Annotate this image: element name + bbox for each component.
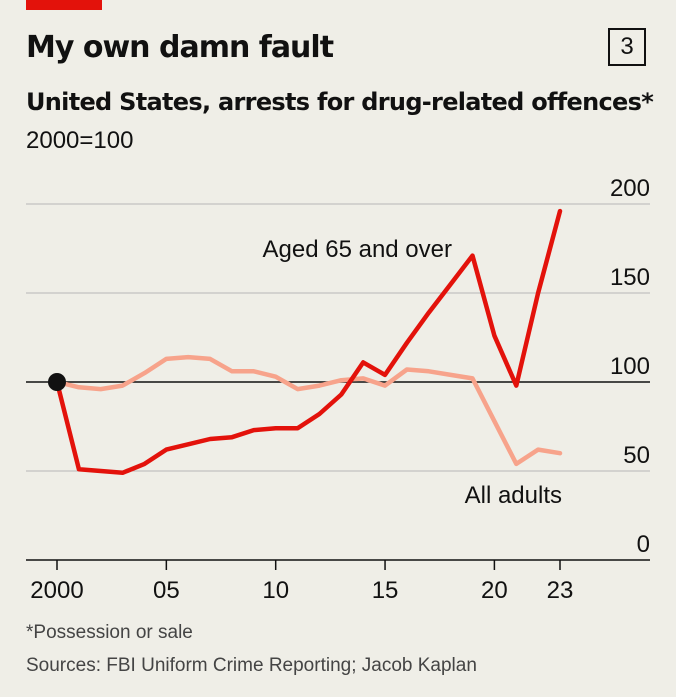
x-tick-label: 10	[262, 577, 289, 604]
line-chart: 0 50 100 150 200 2000 05 10 15 20 23 Aged 65 and o…	[26, 175, 650, 604]
series-line-aged-65-and-over	[54, 208, 563, 476]
x-tick-label: 05	[153, 577, 180, 604]
accent-bar	[26, 0, 102, 10]
source-note: Sources: FBI Uniform Crime Reporting; Ja…	[26, 655, 477, 676]
x-tick-label: 23	[547, 577, 574, 604]
series-labels: Aged 65 and over All adults	[263, 236, 562, 509]
x-tick-label: 20	[481, 577, 508, 604]
x-tick-label: 2000	[30, 577, 83, 604]
y-tick-label: 100	[610, 353, 650, 380]
series-label-aged-65-and-over: Aged 65 and over	[263, 236, 452, 263]
chart-title: My own damn fault	[26, 30, 334, 65]
base-year-marker	[48, 373, 66, 391]
x-tick-label: 15	[372, 577, 399, 604]
series-lines	[48, 208, 563, 476]
y-tick-label: 150	[610, 264, 650, 291]
y-tick-label: 200	[610, 175, 650, 202]
chart-subtitle: United States, arrests for drug-related …	[26, 88, 654, 116]
axis-ticks: 0 50 100 150 200 2000 05 10 15 20 23	[30, 175, 650, 604]
y-tick-label: 0	[637, 531, 650, 558]
chart-unit: 2000=100	[26, 127, 134, 154]
series-label-all-adults: All adults	[465, 482, 562, 509]
footnote: *Possession or sale	[26, 622, 193, 643]
y-tick-label: 50	[623, 442, 650, 469]
chart-number-badge: 3	[608, 28, 646, 66]
series-line-all-adults	[54, 354, 563, 467]
